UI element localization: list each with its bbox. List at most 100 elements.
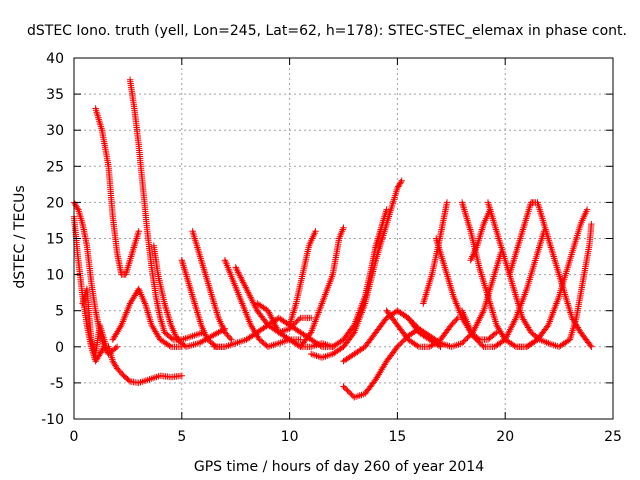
data-point bbox=[213, 346, 215, 348]
data-point bbox=[99, 324, 101, 326]
data-point bbox=[120, 273, 123, 276]
data-point bbox=[525, 288, 528, 290]
data-point bbox=[81, 223, 84, 225]
data-point bbox=[456, 317, 459, 319]
tick-labels: 0 5 10 15 20 25 -10 -5 0 5 10 15 20 25 30 35 40 bbox=[41, 51, 622, 445]
data-point bbox=[129, 259, 131, 261]
data-point bbox=[450, 346, 453, 348]
data-point bbox=[107, 165, 110, 168]
data-point bbox=[77, 208, 80, 211]
data-point bbox=[163, 302, 166, 305]
data-point bbox=[342, 226, 345, 229]
data-point bbox=[155, 295, 157, 298]
y-tick-label: 40 bbox=[46, 51, 64, 67]
tick-marks bbox=[73, 57, 614, 420]
data-point bbox=[217, 317, 220, 319]
data-point bbox=[191, 335, 194, 337]
data-point bbox=[482, 223, 485, 225]
data-point bbox=[504, 259, 507, 261]
series-marker-path bbox=[420, 199, 451, 307]
data-point bbox=[278, 342, 280, 344]
data-point bbox=[94, 309, 97, 312]
data-point bbox=[487, 201, 489, 204]
x-tick-label: 15 bbox=[388, 429, 406, 445]
data-point bbox=[258, 338, 261, 341]
data-point bbox=[515, 317, 517, 319]
data-point bbox=[81, 302, 84, 305]
data-point bbox=[530, 331, 532, 334]
series-11 bbox=[221, 257, 304, 350]
data-point bbox=[385, 317, 388, 319]
data-point bbox=[385, 360, 388, 363]
data-series bbox=[70, 76, 595, 401]
data-point bbox=[375, 244, 377, 247]
data-point bbox=[489, 208, 491, 211]
series-15 bbox=[286, 228, 319, 329]
data-point bbox=[482, 309, 485, 312]
data-point bbox=[142, 187, 144, 189]
data-point bbox=[176, 338, 179, 341]
x-tick-label: 25 bbox=[604, 429, 622, 445]
series-17 bbox=[308, 177, 405, 361]
data-point bbox=[321, 302, 323, 305]
data-point bbox=[224, 331, 226, 334]
y-tick-label: 20 bbox=[46, 195, 64, 211]
data-point bbox=[422, 302, 425, 305]
data-point bbox=[144, 302, 146, 305]
data-point bbox=[224, 346, 226, 348]
data-point bbox=[299, 331, 302, 334]
x-tick-label: 20 bbox=[496, 429, 514, 445]
data-point bbox=[523, 223, 526, 225]
data-point bbox=[299, 317, 302, 319]
data-point bbox=[288, 338, 291, 341]
data-point bbox=[150, 266, 153, 269]
data-point bbox=[400, 179, 403, 182]
data-point bbox=[181, 259, 183, 261]
data-point bbox=[431, 273, 433, 276]
data-point bbox=[558, 346, 560, 348]
data-point bbox=[152, 244, 155, 247]
data-point bbox=[120, 324, 123, 326]
data-point bbox=[159, 338, 162, 341]
data-point bbox=[310, 331, 312, 334]
data-point bbox=[86, 244, 88, 247]
data-point bbox=[310, 338, 312, 341]
data-point bbox=[396, 324, 399, 326]
data-point bbox=[590, 223, 593, 225]
data-point bbox=[198, 252, 200, 254]
data-point bbox=[439, 342, 442, 344]
data-point bbox=[159, 317, 162, 319]
data-point bbox=[396, 346, 399, 348]
data-point bbox=[385, 309, 388, 312]
data-point bbox=[137, 230, 140, 233]
data-point bbox=[204, 273, 207, 276]
data-point bbox=[321, 342, 323, 344]
data-point bbox=[588, 244, 591, 247]
data-point bbox=[94, 353, 97, 355]
data-point bbox=[241, 302, 243, 305]
data-point bbox=[396, 309, 399, 312]
data-point bbox=[129, 380, 131, 383]
data-point bbox=[301, 273, 304, 276]
series-29 bbox=[506, 199, 539, 278]
data-point bbox=[418, 327, 420, 330]
series-10 bbox=[189, 228, 235, 343]
data-point bbox=[170, 376, 172, 378]
data-point bbox=[444, 266, 446, 269]
data-point bbox=[495, 331, 498, 334]
data-point bbox=[245, 288, 248, 290]
data-point bbox=[331, 346, 334, 348]
data-point bbox=[148, 378, 151, 381]
data-point bbox=[159, 374, 162, 377]
data-point bbox=[331, 353, 334, 355]
data-point bbox=[112, 338, 114, 341]
data-point bbox=[407, 338, 409, 341]
data-point bbox=[181, 338, 183, 341]
data-point bbox=[146, 230, 149, 233]
data-point bbox=[375, 331, 377, 334]
data-point bbox=[137, 288, 140, 290]
data-point bbox=[133, 107, 136, 110]
data-point bbox=[472, 335, 474, 337]
data-point bbox=[547, 342, 550, 344]
data-point bbox=[342, 338, 345, 341]
